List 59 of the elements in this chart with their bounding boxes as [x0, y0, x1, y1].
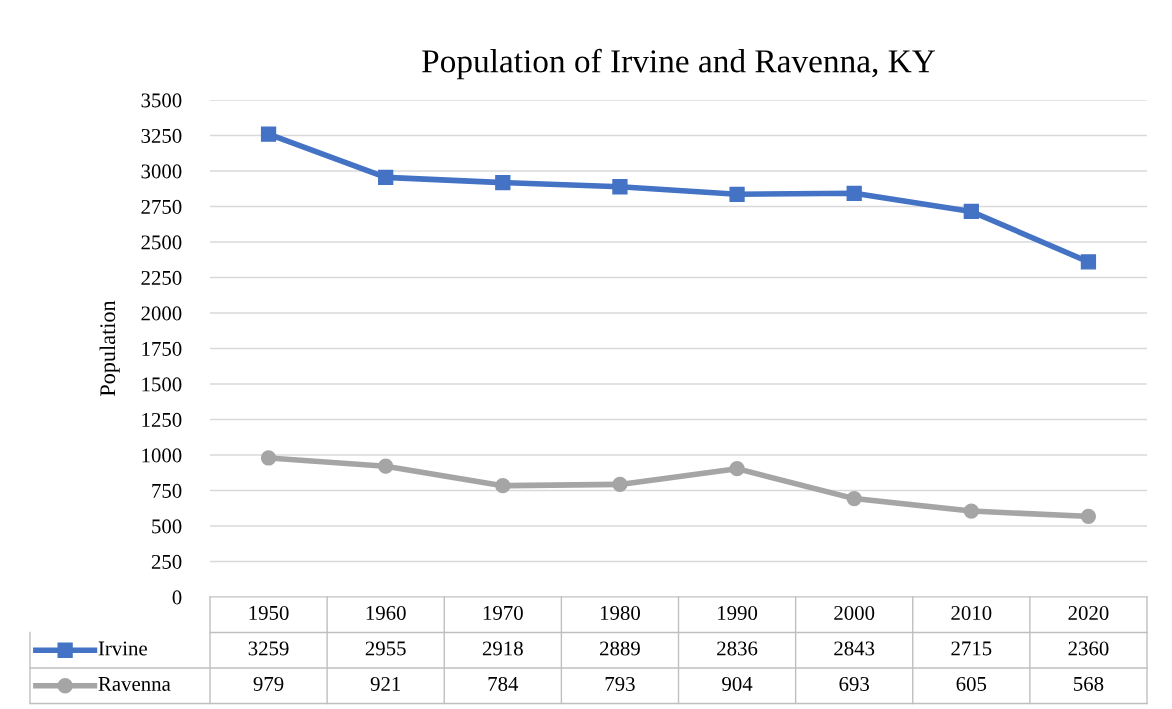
- y-tick-label: 3500: [141, 93, 182, 108]
- data-label: 2918: [482, 641, 523, 656]
- x-tick-label: 2020: [1068, 605, 1109, 620]
- x-tick-label: 2010: [951, 605, 992, 620]
- legend-label: Irvine: [98, 641, 147, 656]
- data-label: 2836: [717, 641, 758, 656]
- x-tick-label: 1950: [249, 605, 289, 620]
- y-tick-label: 250: [151, 554, 182, 569]
- data-label: 784: [488, 676, 519, 691]
- y-tick-label: 1250: [142, 412, 182, 427]
- point: [963, 203, 979, 220]
- y-tick-label: 2750: [141, 199, 182, 214]
- point: [612, 179, 628, 195]
- data-label: 2715: [951, 641, 992, 656]
- x-tick-label: 1990: [718, 605, 758, 620]
- y-axis-title: Population: [99, 300, 120, 397]
- y-tick-label: 2000: [141, 306, 182, 321]
- data-label: 2955: [365, 641, 406, 656]
- point: [378, 458, 394, 474]
- point: [260, 450, 277, 466]
- data-label: 2889: [600, 641, 640, 656]
- y-tick-label: 2500: [141, 235, 182, 250]
- point: [729, 460, 745, 477]
- y-tick-label: 2250: [141, 270, 182, 285]
- data-label: 2360: [1068, 641, 1109, 656]
- y-tick-label: 1500: [142, 377, 182, 392]
- point: [260, 126, 277, 142]
- chart-title: Population of Irvine and Ravenna, KY: [422, 48, 935, 80]
- y-tick-label: 0: [172, 590, 182, 605]
- y-tick-label: 1750: [142, 341, 182, 356]
- point: [378, 169, 394, 186]
- data-label: 3259: [248, 641, 289, 656]
- point: [963, 503, 979, 519]
- x-tick-label: 1960: [366, 605, 406, 620]
- point: [612, 476, 628, 493]
- point: [1080, 508, 1097, 524]
- point: [495, 478, 511, 494]
- y-tick-label: 1000: [142, 448, 182, 463]
- data-label: 2843: [834, 641, 875, 656]
- point: [1080, 254, 1097, 270]
- y-tick-label: 3000: [141, 164, 182, 179]
- data-label: 568: [1074, 676, 1104, 691]
- data-label: 605: [956, 676, 987, 691]
- point: [846, 185, 862, 201]
- x-tick-label: 1970: [483, 605, 523, 620]
- y-tick-label: 500: [152, 519, 182, 534]
- data-label: 979: [253, 676, 284, 691]
- y-tick-label: 3250: [141, 128, 182, 143]
- point: [846, 490, 862, 507]
- data-label: 793: [605, 676, 635, 691]
- data-label: 693: [839, 676, 869, 691]
- x-tick-label: 2000: [834, 605, 875, 620]
- point: [729, 186, 745, 202]
- point: [495, 175, 511, 191]
- y-tick-label: 750: [152, 483, 182, 498]
- data-label: 921: [370, 676, 401, 691]
- legend-label: Ravenna: [98, 677, 171, 691]
- x-tick-label: 1980: [600, 605, 640, 620]
- data-label: 904: [722, 676, 753, 691]
